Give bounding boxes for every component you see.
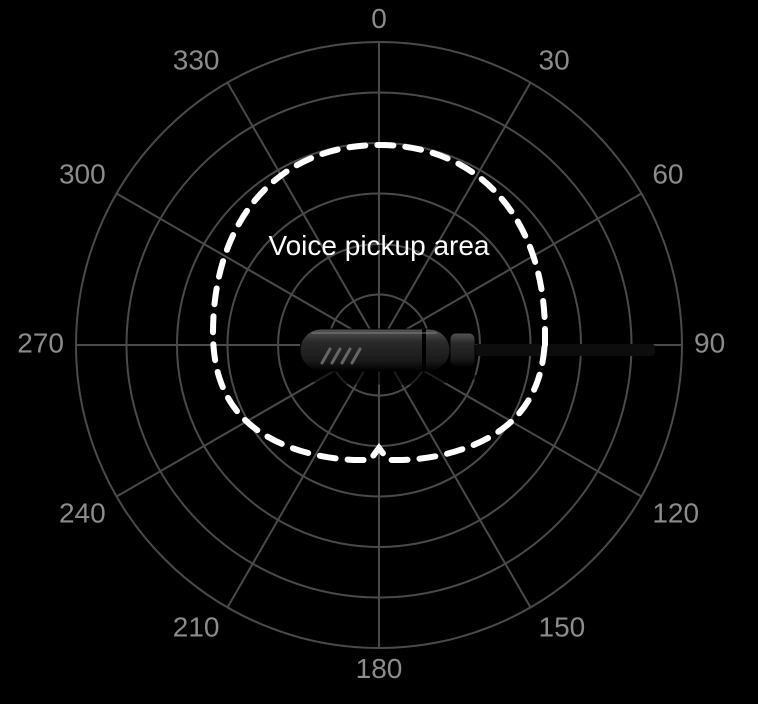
microphone — [475, 344, 655, 356]
mic-cable — [475, 344, 655, 356]
angle-label: 330 — [173, 45, 220, 76]
mic-body — [300, 329, 450, 371]
angle-label: 0 — [371, 3, 387, 34]
mic-cap — [450, 333, 475, 367]
angle-label: 270 — [17, 327, 64, 358]
mic-ring — [422, 329, 426, 371]
angle-label: 210 — [173, 611, 220, 642]
polar-diagram: 0 30 60 90 120 150 180 210 240 270 300 330 Voice pic… — [0, 0, 758, 704]
angle-label: 240 — [59, 498, 106, 529]
angle-label: 150 — [539, 611, 586, 642]
angle-label: 120 — [652, 498, 699, 529]
mic-body-group — [291, 329, 479, 385]
angle-label: 30 — [539, 45, 570, 76]
angle-label: 180 — [356, 653, 403, 684]
angle-label: 90 — [694, 327, 725, 358]
angle-label: 60 — [652, 159, 683, 190]
angle-label: 300 — [59, 159, 106, 190]
pickup-label: Voice pickup area — [268, 230, 489, 261]
